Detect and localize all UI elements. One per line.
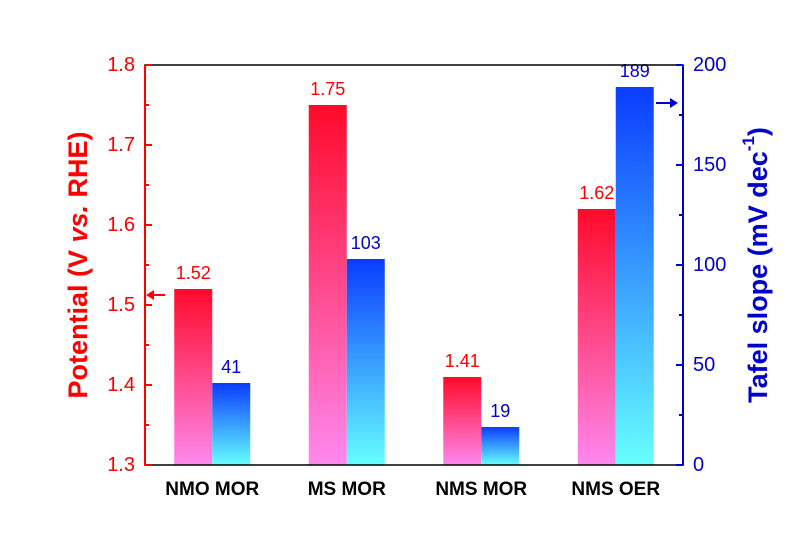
right-arrow — [656, 98, 678, 108]
label-potential-nms-oer: 1.62 — [579, 183, 614, 203]
bar-potential-ms-mor — [308, 105, 347, 465]
right-tick-label: 0 — [693, 454, 704, 476]
right-ticks-group: 0 50 100 150 200 — [676, 54, 726, 476]
bar-tafel-nmo-mor — [212, 383, 251, 465]
label-potential-nmo-mor: 1.52 — [176, 263, 211, 283]
left-tick-label: 1.4 — [107, 374, 135, 396]
bar-potential-nms-mor — [443, 377, 482, 465]
left-axis-title: Potential (V vs. RHE) — [63, 131, 93, 398]
right-tick-label: 200 — [693, 54, 726, 76]
right-tick-label: 50 — [693, 354, 715, 376]
right-tick-label: 100 — [693, 254, 726, 276]
bar-labels-group: 1.52 41 1.75 103 1.41 19 1.62 189 — [176, 61, 650, 421]
bars-group — [174, 87, 654, 465]
bar-tafel-nms-oer — [615, 87, 654, 465]
left-axis-title-italic: vs. — [63, 205, 93, 243]
left-axis-title-post: RHE) — [63, 131, 93, 205]
right-tick-label: 150 — [693, 154, 726, 176]
label-tafel-nmo-mor: 41 — [221, 357, 241, 377]
label-tafel-ms-mor: 103 — [351, 233, 381, 253]
bar-potential-nmo-mor — [174, 289, 213, 465]
category-label-ms-mor: MS MOR — [308, 479, 386, 500]
category-label-nmo-mor: NMO MOR — [165, 479, 259, 500]
right-axis-title-close: ) — [743, 127, 773, 136]
left-arrow — [146, 290, 165, 300]
label-potential-ms-mor: 1.75 — [310, 79, 345, 99]
category-label-nms-oer: NMS OER — [571, 479, 660, 500]
bar-tafel-ms-mor — [346, 259, 385, 465]
left-tick-label: 1.6 — [107, 214, 135, 236]
left-tick-label: 1.3 — [107, 454, 135, 476]
left-tick-label: 1.8 — [107, 54, 135, 76]
right-axis-title-sup: -1 — [739, 136, 758, 151]
bar-tafel-nms-mor — [481, 427, 520, 465]
left-ticks-group: 1.3 1.4 1.5 1.6 1.7 1.8 — [107, 54, 152, 476]
left-tick-label: 1.7 — [107, 134, 135, 156]
label-potential-nms-mor: 1.41 — [445, 351, 480, 371]
bar-potential-nms-oer — [577, 209, 616, 465]
left-axis-title-pre: Potential (V — [63, 243, 93, 399]
left-tick-label: 1.5 — [107, 294, 135, 316]
right-axis-title-main: Tafel slope (mV dec — [743, 151, 773, 403]
label-tafel-nms-mor: 19 — [490, 401, 510, 421]
label-tafel-nms-oer: 189 — [620, 61, 650, 81]
category-labels-group: NMO MOR MS MOR NMS MOR NMS OER — [165, 479, 660, 500]
right-axis-title: Tafel slope (mV dec-1) — [739, 127, 773, 403]
category-label-nms-mor: NMS MOR — [435, 479, 527, 500]
